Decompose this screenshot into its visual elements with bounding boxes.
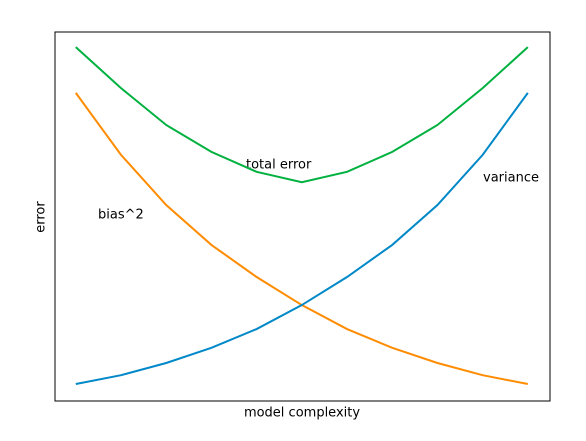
plot-frame bbox=[54, 31, 551, 402]
curve bbox=[75, 46, 529, 184]
curve bbox=[75, 92, 529, 386]
curve-label: total error bbox=[246, 158, 312, 173]
y-axis-label: error bbox=[34, 201, 49, 233]
curve-label: variance bbox=[483, 171, 539, 186]
curve bbox=[74, 92, 529, 386]
curve-label: bias^2 bbox=[98, 208, 144, 223]
x-axis-label: model complexity bbox=[244, 406, 360, 421]
